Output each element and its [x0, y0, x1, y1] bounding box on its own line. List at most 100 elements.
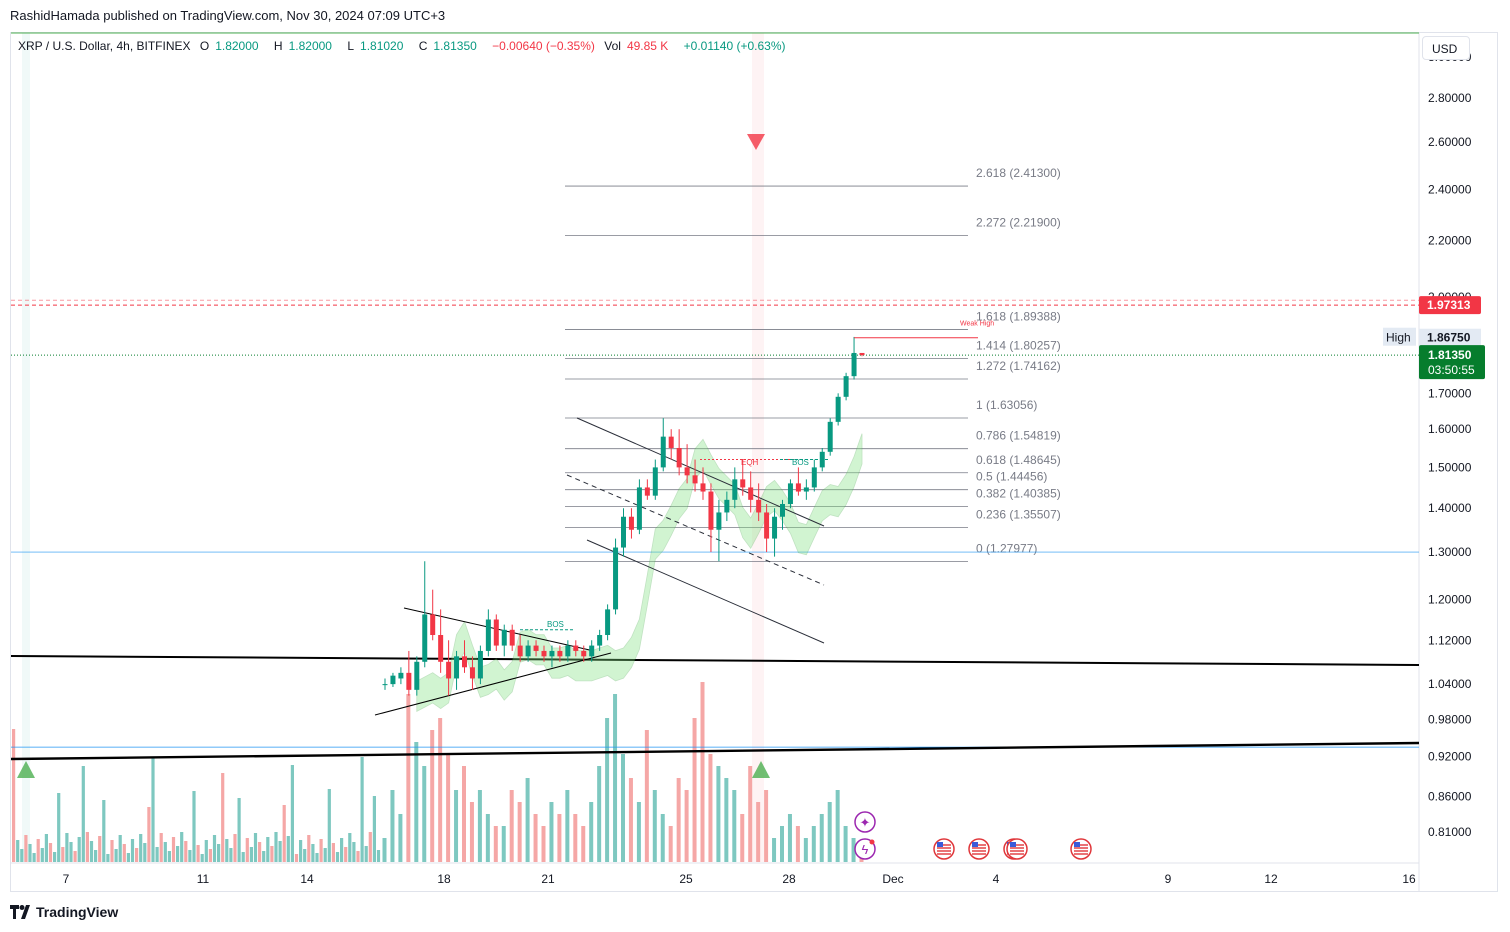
volume-bar: [454, 790, 459, 862]
volume-bar: [229, 848, 233, 862]
fib-level-label: 0.236 (1.35507): [976, 508, 1061, 522]
volume-bar: [192, 791, 196, 862]
buy-signal-icon-left: [17, 761, 35, 778]
candle-body: [549, 650, 555, 657]
volume-bar: [668, 826, 673, 862]
volume-bar: [589, 802, 594, 862]
volume-bar: [303, 849, 307, 862]
candle-body: [414, 661, 420, 690]
candle-body: [764, 512, 770, 539]
volume-bar: [118, 835, 122, 862]
fib-level-label: 0.5 (1.44456): [976, 470, 1047, 484]
fib-level-label: 0 (1.27977): [976, 541, 1037, 555]
volume-bar: [73, 851, 77, 862]
volume-bar: [77, 837, 81, 862]
currency-button[interactable]: USD: [1422, 36, 1470, 60]
volume-bar: [20, 849, 24, 862]
candle-body: [477, 650, 483, 679]
fib-level-label: 0.786 (1.54819): [976, 429, 1061, 443]
volume-bar: [69, 842, 73, 862]
fib-level-label: 2.618 (2.41300): [976, 166, 1061, 180]
volume-bar: [376, 850, 381, 862]
y-tick-label: 0.81000: [1428, 825, 1472, 839]
us-flag-event-icon: [1070, 838, 1092, 860]
volume-bar: [795, 826, 800, 862]
volume-bar: [740, 814, 745, 862]
x-tick-label: 7: [63, 872, 70, 886]
y-tick-label: 1.12000: [1428, 633, 1472, 647]
candle-body: [668, 436, 674, 448]
volume-bar: [493, 826, 498, 862]
volume-bar: [266, 837, 270, 862]
candle-body: [787, 483, 793, 505]
symbol-name[interactable]: XRP / U.S. Dollar, 4h, BITFINEX: [18, 39, 191, 53]
volume-bar: [237, 798, 241, 862]
volume-bar: [233, 834, 237, 862]
volume-bar: [217, 844, 221, 862]
volume-bar: [331, 843, 335, 862]
volume-bar: [430, 730, 435, 862]
volume-bar: [48, 843, 53, 862]
lightning-event-icon: [854, 838, 876, 860]
tradingview-footer[interactable]: TradingView: [10, 904, 118, 920]
volume-bar: [155, 847, 159, 862]
volume-bar: [406, 694, 411, 862]
ohlc-close: C 1.81350: [418, 39, 477, 53]
x-tick-label: 12: [1264, 872, 1278, 886]
volume-bar: [12, 729, 16, 862]
volume-bar: [147, 807, 151, 862]
x-tick-label: 11: [197, 872, 210, 886]
y-tick-label: 1.50000: [1428, 460, 1472, 474]
volume-bar: [327, 789, 331, 862]
us-flag-event-icon: [1006, 838, 1028, 860]
volume-bar: [438, 718, 443, 862]
candle-body: [438, 635, 444, 662]
ohlc-open: O 1.82000: [199, 39, 259, 53]
volume-bar: [485, 814, 490, 862]
fib-level-label: 1.414 (1.80257): [976, 339, 1061, 353]
fib-level-label: 0.618 (1.48645): [976, 453, 1061, 467]
trendline-upper: [10, 655, 1420, 666]
y-tick-label: 2.80000: [1428, 91, 1472, 105]
candle-body: [430, 614, 436, 636]
us-flag-event-icon: [968, 838, 990, 860]
volume-bar: [732, 790, 737, 862]
flag-canton: [1074, 842, 1080, 847]
volume-bar: [787, 814, 792, 862]
volume-bar: [36, 839, 40, 862]
symbol-legend: XRP / U.S. Dollar, 4h, BITFINEX O 1.82000…: [18, 39, 792, 53]
candle-body: [843, 376, 849, 397]
volume-bar: [32, 853, 36, 862]
volume-bar: [98, 836, 102, 862]
x-tick-label: 4: [993, 872, 1000, 886]
bos-label: BOS: [792, 458, 809, 467]
bos-lower-label: BOS: [547, 620, 564, 629]
volume-bar: [180, 832, 184, 862]
candle-body: [811, 467, 817, 488]
candle-body: [772, 516, 778, 539]
volume-bar: [81, 766, 85, 862]
volume-bar: [57, 793, 61, 862]
buy-signal-icon: [752, 761, 770, 778]
volume-bar: [241, 852, 245, 862]
candle-body: [795, 483, 801, 492]
volume-bar: [348, 833, 352, 862]
candle-body: [628, 516, 634, 530]
volume-bar: [477, 790, 482, 862]
candle-body: [636, 487, 642, 530]
volume-bar: [613, 694, 618, 862]
volume-bar: [414, 742, 419, 862]
volume-bar: [344, 847, 348, 862]
volume-bar: [85, 832, 89, 862]
y-tick-label: 2.40000: [1428, 182, 1472, 196]
triangle-lower-line: [374, 652, 612, 716]
volume-bar: [352, 842, 356, 862]
trendline-lower: [10, 741, 1420, 761]
volume-bar: [16, 840, 20, 862]
volume-bar: [282, 805, 286, 862]
volume-bar: [159, 833, 163, 862]
volume-bar: [422, 766, 427, 862]
candle-body: [780, 504, 785, 517]
ohlc-change: −0.00640 (−0.35%): [492, 39, 595, 53]
